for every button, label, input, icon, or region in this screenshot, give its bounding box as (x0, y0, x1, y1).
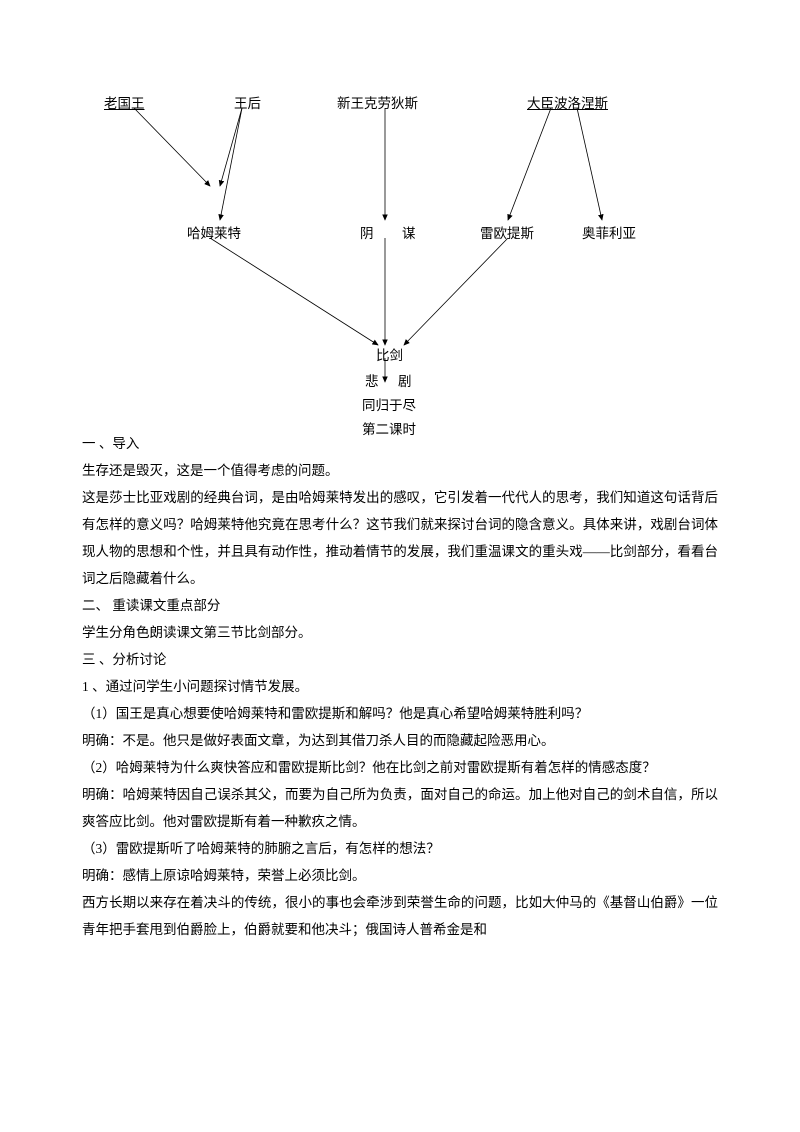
paragraph-4: 1 、通过问学生小问题探讨情节发展。 (82, 673, 718, 700)
lesson-content: 一 、导入 生存还是毁灭，这是一个值得考虑的问题。 这是莎士比亚戏剧的经典台词，… (82, 430, 718, 943)
character-diagram: 老国王 王后 新王克劳狄斯 大臣波洛涅斯 哈姆莱特 阴 谋 雷欧提斯 奥菲利亚 … (82, 90, 718, 430)
node-wanghou: 王后 (234, 90, 261, 117)
node-mou: 谋 (402, 220, 416, 247)
node-yin: 阴 (360, 220, 374, 247)
node-ju: 剧 (398, 368, 412, 395)
answer-1: 明确：不是。他只是做好表面文章，为达到其借刀杀人目的而隐藏起险恶用心。 (82, 727, 718, 754)
node-aofei: 奥菲利亚 (582, 220, 636, 247)
node-hamulaite: 哈姆莱特 (187, 220, 241, 247)
question-3: （3）雷欧提斯听了哈姆莱特的肺腑之言后，有怎样的想法？ (82, 835, 718, 862)
question-2: （2）哈姆莱特为什么爽快答应和雷欧提斯比剑？他在比剑之前对雷欧提斯有着怎样的情感… (82, 754, 718, 781)
answer-3: 明确：感情上原谅哈姆莱特，荣誉上必须比剑。 (82, 862, 718, 889)
paragraph-1: 生存还是毁灭，这是一个值得考虑的问题。 (82, 457, 718, 484)
node-tonggui: 同归于尽 (362, 392, 416, 419)
question-1: （1）国王是真心想要使哈姆莱特和雷欧提斯和解吗？他是真心希望哈姆莱特胜利吗？ (82, 700, 718, 727)
paragraph-5: 西方长期以来存在着决斗的传统，很小的事也会牵涉到荣誉生命的问题，比如大仲马的《基… (82, 889, 718, 943)
node-dachen: 大臣波洛涅斯 (527, 90, 608, 117)
node-bijian: 比剑 (376, 342, 403, 369)
node-dier: 第二课时 (362, 416, 416, 443)
node-bei: 悲 (365, 368, 379, 395)
node-leiou: 雷欧提斯 (480, 220, 534, 247)
node-laoguowang: 老国王 (104, 90, 145, 117)
node-xinwang: 新王克劳狄斯 (337, 90, 418, 117)
paragraph-3: 学生分角色朗读课文第三节比剑部分。 (82, 619, 718, 646)
answer-2: 明确：哈姆莱特因自己误杀其父，而要为自己所为负责，面对自己的命运。加上他对自己的… (82, 781, 718, 835)
paragraph-2: 这是莎士比亚戏剧的经典台词，是由哈姆莱特发出的感叹，它引发着一代代人的思考，我们… (82, 484, 718, 592)
section2-title: 二、 重读课文重点部分 (82, 592, 718, 619)
section3-title: 三 、分析讨论 (82, 646, 718, 673)
